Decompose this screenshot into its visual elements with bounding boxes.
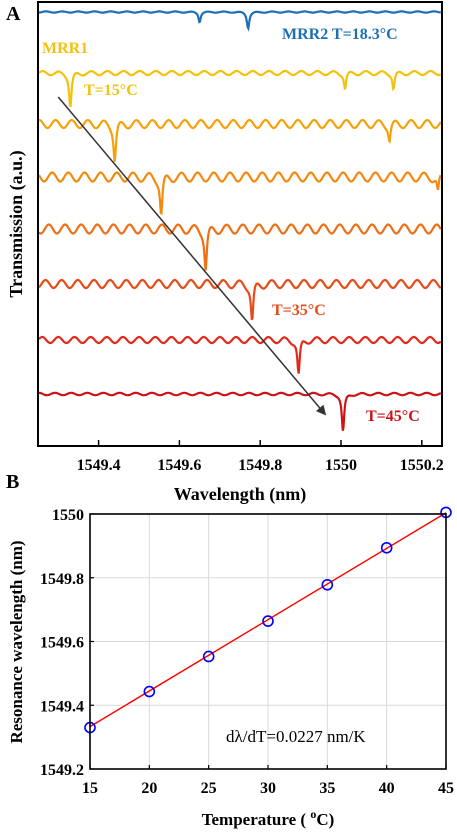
x-tick-label: 20 (141, 780, 157, 797)
transmission-trace-7 (38, 335, 442, 374)
panel-a-x-ticks: 1549.4 1549.6 1549.8 1550 1550.2 (77, 440, 444, 474)
x-tick-label: 1549.8 (238, 457, 282, 474)
mrr1-label: MRR1 (42, 40, 88, 57)
y-tick-label: 1549.6 (40, 635, 84, 652)
data-point (321, 578, 334, 591)
panel-b-y-ticks: 1549.2 1549.4 1549.6 1549.8 1550 (40, 507, 94, 779)
t15-label: T=15°C (84, 82, 138, 99)
transmission-trace-4 (38, 171, 442, 216)
x-tick-label: 35 (319, 780, 335, 797)
x-axis-title-degree: o (310, 807, 316, 821)
panel-a-traces (38, 10, 442, 431)
panel-b: B 15 20 25 30 35 40 45 1549.21549.41549.61549.… (6, 471, 454, 829)
panel-a: A 1549.4 1549.6 1549.8 1550 1550.2 Wavelengt… (6, 1, 444, 505)
x-tick-label: 15 (82, 780, 98, 797)
panel-b-label: B (6, 471, 19, 493)
x-tick-label: 1550 (325, 457, 357, 474)
y-tick-label: 1550 (52, 507, 84, 524)
transmission-trace-2 (38, 69, 442, 108)
linear-fit-line (89, 512, 447, 728)
t45-label: T=45°C (366, 408, 420, 425)
panel-b-x-axis-title: Temperature ( oC) (202, 807, 335, 829)
transmission-trace-5 (38, 223, 442, 271)
transmission-trace-6 (38, 278, 442, 321)
x-tick-label: 1550.2 (400, 457, 444, 474)
transmission-trace-3 (38, 118, 442, 162)
panel-b-fit (89, 512, 447, 728)
data-point (262, 615, 274, 627)
mrr2-label: MRR2 T=18.3°C (282, 26, 398, 43)
panel-a-y-axis-title: Transmission (a.u.) (6, 150, 27, 297)
y-tick-label: 1549.2 (40, 762, 84, 779)
x-tick-label: 25 (201, 780, 217, 797)
panel-b-y-axis-title: Resonance wavelength (nm) (7, 540, 26, 743)
slope-annotation: dλ/dT=0.0227 nm/K (226, 727, 366, 746)
t35-label: T=35°C (272, 302, 326, 319)
panel-a-label: A (6, 3, 21, 25)
data-point (202, 650, 215, 663)
data-point (380, 541, 393, 554)
x-axis-title-part-1: Temperature ( (202, 810, 311, 829)
x-axis-title-part-2: C) (316, 810, 334, 829)
panel-b-x-ticks: 15 20 25 30 35 40 45 (82, 765, 454, 797)
shift-arrow (57, 96, 327, 416)
x-tick-label: 45 (438, 780, 454, 797)
y-tick-label: 1549.4 (40, 698, 84, 715)
x-tick-label: 40 (379, 780, 395, 797)
x-tick-label: 1549.4 (77, 457, 121, 474)
panel-a-frame (37, 1, 443, 447)
transmission-trace-8 (38, 391, 442, 431)
transmission-trace-1 (38, 10, 441, 32)
y-tick-label: 1549.8 (40, 571, 84, 588)
panel-a-x-axis-title: Wavelength (nm) (174, 484, 307, 505)
x-tick-label: 1549.6 (157, 457, 201, 474)
x-tick-label: 30 (260, 780, 276, 797)
data-point (143, 685, 156, 698)
